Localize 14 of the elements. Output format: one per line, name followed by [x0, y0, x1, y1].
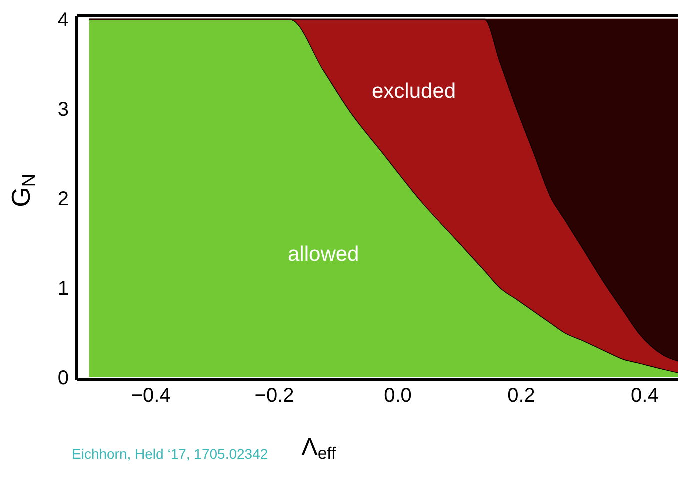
y-tick-label: 4 [58, 10, 69, 32]
x-tick-label: 0.4 [631, 385, 659, 408]
x-tick-label: −0.2 [254, 385, 294, 408]
x-tick-label: 0.0 [384, 385, 412, 408]
annotation: excluded [372, 80, 456, 104]
x-tick-label: 0.2 [508, 385, 536, 408]
y-tick-label: 0 [58, 367, 69, 390]
annotation: allowed [288, 243, 360, 267]
text: Eichhorn, Held ‘17, 1705.02342 [72, 446, 268, 462]
y-tick-label: 2 [58, 188, 69, 211]
y-tick-label: 1 [58, 278, 69, 300]
y-tick-label: 3 [58, 99, 69, 122]
x-tick-label: −0.4 [131, 385, 171, 408]
x-axis-title: Λ$_{eff}$ [302, 434, 337, 464]
